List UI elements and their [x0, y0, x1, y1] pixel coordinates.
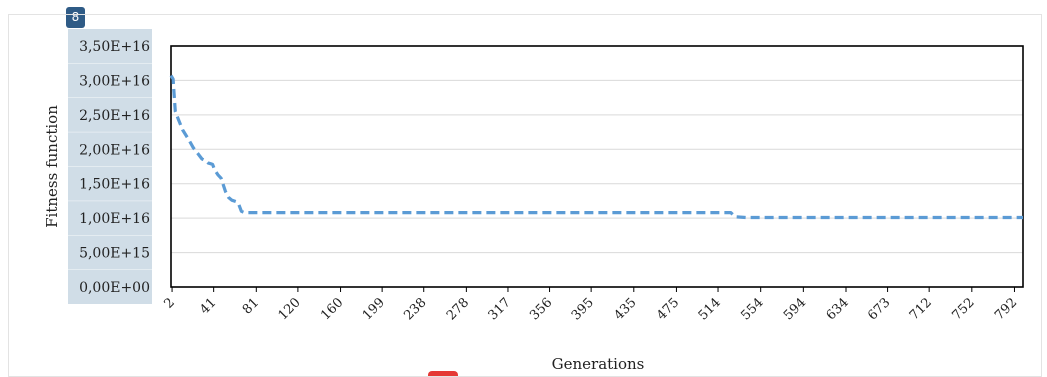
- x-tick-label: 792: [992, 295, 1020, 323]
- x-tick-label: 81: [240, 295, 262, 317]
- x-tick-label: 317: [486, 295, 514, 323]
- y-tick-label: 5,00E+15: [79, 246, 150, 262]
- y-tick-label: 2,00E+16: [79, 142, 150, 158]
- x-tick-label: 238: [401, 295, 429, 323]
- y-tick-label: 1,50E+16: [79, 177, 150, 193]
- x-tick-label: 435: [611, 295, 639, 323]
- red-marker: [428, 371, 458, 377]
- x-tick-label: 712: [907, 295, 935, 323]
- y-axis-label: Fitness function: [43, 105, 61, 228]
- x-tick-label: 395: [569, 295, 597, 323]
- y-tick-bg: [68, 201, 152, 236]
- plot-frame: [170, 45, 1024, 288]
- x-tick-label: 673: [865, 295, 893, 323]
- x-tick-label: 514: [696, 295, 724, 323]
- figure-number-badge: 8: [66, 7, 85, 28]
- panel-border: [8, 14, 1042, 377]
- x-tick-label: 594: [781, 295, 809, 323]
- y-tick-label: 0,00E+00: [79, 280, 150, 296]
- x-tick-label: 41: [197, 295, 219, 317]
- x-tick-label: 356: [527, 295, 555, 323]
- x-tick-label: 160: [318, 295, 346, 323]
- y-tick-bg: [68, 132, 152, 167]
- x-tick-label: 278: [444, 295, 472, 323]
- y-tick-bg: [68, 97, 152, 132]
- x-tick-label: 199: [360, 295, 388, 323]
- x-tick-label: 554: [738, 295, 766, 323]
- y-tick-label: 2,50E+16: [79, 108, 150, 124]
- x-axis-label: Generations: [552, 355, 645, 373]
- y-tick-label: 3,50E+16: [79, 39, 150, 55]
- y-tick-bg: [68, 29, 152, 63]
- y-tick-label: 3,00E+16: [79, 73, 150, 89]
- y-tick-label: 1,00E+16: [79, 211, 150, 227]
- x-tick-label: 120: [276, 295, 304, 323]
- y-tick-bg: [68, 63, 152, 98]
- series-line: [169, 74, 1023, 220]
- x-tick-label: 752: [949, 295, 977, 323]
- x-tick-label: 475: [654, 295, 682, 323]
- y-tick-bg: [68, 270, 152, 304]
- x-tick-label: 634: [824, 295, 852, 323]
- y-tick-bg: [68, 166, 152, 201]
- y-tick-bg: [68, 235, 152, 270]
- x-tick-label: 2: [161, 295, 177, 311]
